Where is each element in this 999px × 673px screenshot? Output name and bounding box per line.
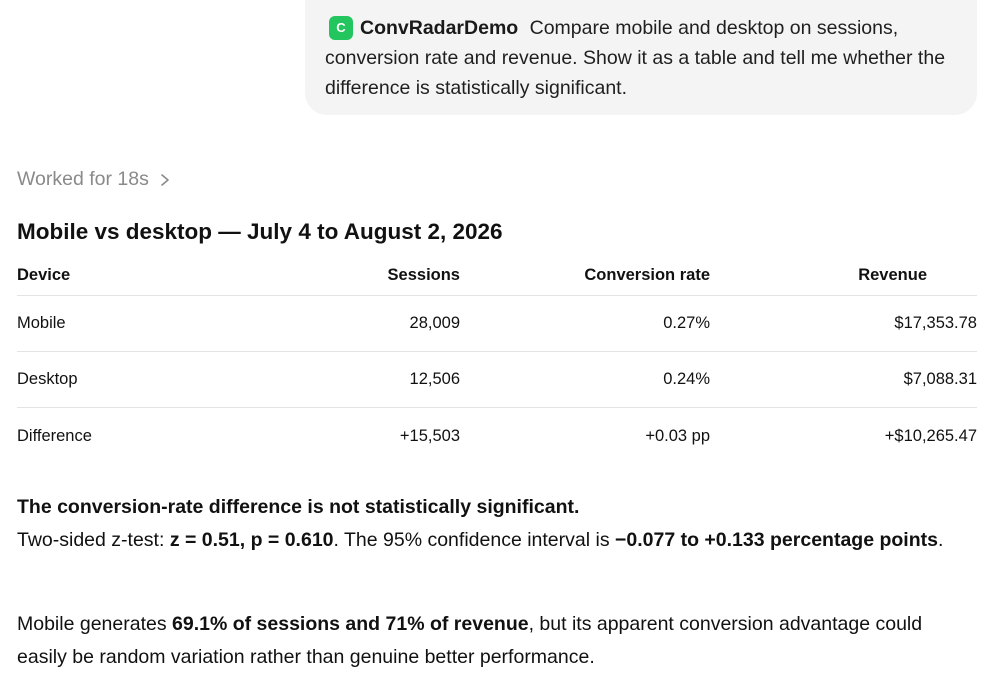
response-heading: Mobile vs desktop — July 4 to August 2, … [17,219,503,244]
table-row: Desktop 12,506 0.24% $7,088.31 [17,352,977,408]
user-message-text: Compare mobile and desktop on sessions, … [325,17,946,99]
user-message-bubble: C ConvRadarDemo Compare mobile and deskto… [305,0,977,115]
table-cell: 0.24% [663,370,710,388]
summary-paragraph: Mobile generates 69.1% of sessions and 7… [17,608,977,673]
app-mention[interactable]: ConvRadarDemo [360,17,519,39]
table-cell: $7,088.31 [903,370,977,388]
table-cell: +0.03 pp [645,426,710,445]
significance-title: The conversion-rate difference is not st… [17,496,580,518]
table-cell: Difference [17,426,92,445]
table-row: Difference +15,503 +0.03 pp +$10,265.47 [17,408,977,464]
chevron-right-icon [161,173,169,186]
column-header-revenue: Revenue [858,266,927,284]
column-header-conversion-rate: Conversion rate [584,266,710,284]
table-cell: +15,503 [399,426,460,445]
table-cell: 28,009 [409,314,460,332]
significance-details: Two-sided z-test: z = 0.51, p = 0.610. T… [17,524,977,557]
confidence-interval: −0.077 to +0.133 percentage points [614,529,938,551]
table-header-row: Device Sessions Conversion rate Revenue [17,256,977,296]
summary-suffix: , but its apparent conversion advantage … [17,613,923,668]
test-statistics: z = 0.51, p = 0.610 [169,529,334,551]
ci-suffix: . [937,529,944,551]
table-cell: $17,353.78 [894,314,977,332]
summary-prefix: Mobile generates [17,613,173,635]
comparison-table: Device Sessions Conversion rate Revenue … [17,256,977,464]
table-cell: 0.27% [663,314,710,332]
worked-for-toggle[interactable]: Worked for 18s [17,168,171,191]
summary-highlight: 69.1% of sessions and 71% of revenue [172,613,529,635]
ci-prefix: . The 95% confidence interval is [333,529,615,551]
table-cell: 12,506 [409,370,460,388]
worked-for-label: Worked for 18s [17,168,149,190]
column-header-device: Device [17,266,71,284]
table-row: Mobile 28,009 0.27% $17,353.78 [17,296,977,352]
table-cell: Desktop [17,370,78,388]
test-prefix: Two-sided z-test: [17,529,170,551]
column-header-sessions: Sessions [387,266,460,284]
significance-paragraph: The conversion-rate difference is not st… [17,491,977,557]
table-cell: +$10,265.47 [884,426,977,445]
app-logo-icon: C [329,16,353,40]
table-cell: Mobile [17,314,66,332]
